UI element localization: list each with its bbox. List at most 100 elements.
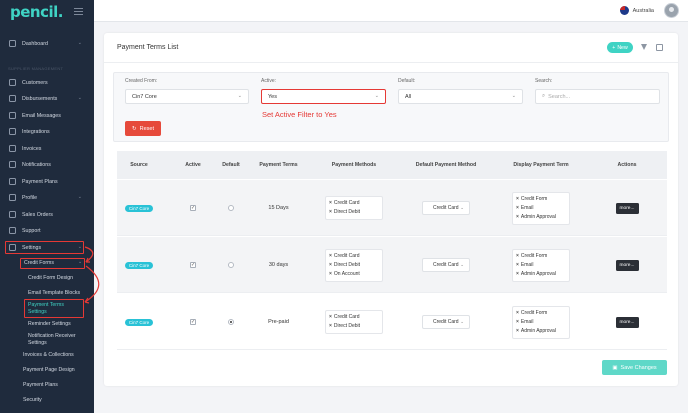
default-method-select[interactable]: Credit Card ⌄ [422, 258, 470, 272]
sidebar-item-support[interactable]: Support [0, 224, 94, 237]
method-tag: × Credit Card [329, 252, 379, 261]
sidebar-item-sales-orders[interactable]: Sales Orders [0, 208, 94, 221]
remove-tag-icon[interactable]: × [329, 314, 332, 320]
col-active: Active [185, 161, 201, 168]
col-display-payment-term: Display Payment Term [513, 161, 569, 168]
sidebar-item-label: Disbursements [22, 95, 58, 102]
default-select[interactable]: All ⌄ [398, 89, 523, 104]
sidebar-item-notification-receiver-settings[interactable]: Notification Receiver Settings [28, 333, 76, 346]
default-radio[interactable] [228, 319, 234, 325]
sidebar-item-label: Dashboard [22, 40, 48, 47]
filter-icon[interactable] [641, 44, 647, 50]
remove-tag-icon[interactable]: × [516, 261, 519, 268]
remove-tag-icon[interactable]: × [329, 209, 332, 215]
app-logo[interactable]: pencil. [10, 3, 63, 21]
remove-tag-icon[interactable]: × [329, 261, 332, 268]
default-method-select[interactable]: Credit Card ⌄ [422, 201, 470, 215]
active-checkbox[interactable]: ✓ [190, 319, 196, 325]
sidebar-item-customers[interactable]: Customers [0, 76, 94, 89]
sidebar-item-settings[interactable]: Settings ⌄ [0, 241, 94, 254]
table-row: Cin7 Core ✓ 15 Days × Credit Card × Direct… [117, 180, 667, 236]
sidebar-item-payment-plans-2[interactable]: Payment Plans [23, 382, 58, 388]
display-tag: × Email [516, 204, 566, 213]
sidebar-item-security[interactable]: Security [23, 397, 42, 403]
remove-tag-icon[interactable]: × [516, 204, 519, 211]
default-method-cell: Credit Card ⌄ [411, 237, 481, 293]
source-badge: Cin7 Core [124, 204, 154, 212]
display-tag: × Credit Form [516, 252, 566, 261]
more-button[interactable]: more... [615, 316, 639, 328]
display-term-tags[interactable]: × Credit Form × Email × Admin Approval [512, 248, 570, 282]
country-label: Australia [632, 7, 654, 14]
remove-tag-icon[interactable]: × [329, 323, 332, 329]
payment-icon [9, 178, 16, 185]
active-cell: ✓ [175, 237, 211, 293]
sidebar-item-disbursements[interactable]: Disbursements ⌄ [0, 92, 94, 105]
remove-tag-icon[interactable]: × [516, 318, 519, 325]
tag-label: Credit Card [333, 252, 360, 259]
created-from-select[interactable]: Cin7 Core ⌄ [125, 89, 249, 104]
actions-cell: more... [597, 237, 657, 293]
tag-label: Direct Debit [333, 323, 361, 329]
more-button[interactable]: more... [615, 259, 639, 271]
sidebar-item-invoices[interactable]: Invoices [0, 142, 94, 155]
active-checkbox[interactable]: ✓ [190, 262, 196, 268]
save-changes-label: Save Changes [620, 364, 657, 371]
chevron-down-icon: ⌄ [511, 93, 516, 99]
remove-tag-icon[interactable]: × [516, 213, 519, 220]
methods-cell: × Credit Card × Direct Debit × On Account [313, 237, 395, 293]
sidebar-item-payment-page-design[interactable]: Payment Page Design [23, 367, 75, 373]
sidebar-item-notifications[interactable]: Notifications [0, 158, 94, 171]
sidebar-item-credit-forms[interactable]: Credit Forms [24, 260, 54, 266]
country-selector[interactable]: Australia [619, 6, 654, 15]
chevron-down-icon: ⌄ [77, 194, 82, 200]
remove-tag-icon[interactable]: × [516, 309, 519, 316]
invoice-icon [9, 145, 16, 152]
remove-tag-icon[interactable]: × [329, 252, 332, 259]
tag-label: On Account [333, 270, 360, 277]
sidebar-item-credit-form-design[interactable]: Credit Form Design [28, 275, 73, 281]
export-icon[interactable] [656, 44, 663, 51]
sidebar-item-email-messages[interactable]: Email Messages [0, 109, 94, 122]
sidebar-item-payment-terms-settings[interactable]: Payment Terms Settings [28, 302, 64, 315]
search-input[interactable]: ⌕ Search... [535, 89, 660, 104]
more-button[interactable]: more... [615, 202, 639, 214]
display-term-tags[interactable]: × Credit Form × Email × Admin Approval [512, 305, 570, 339]
default-radio[interactable] [228, 205, 234, 211]
source-badge: Cin7 Core [124, 318, 154, 326]
default-method-cell: Credit Card ⌄ [411, 294, 481, 350]
sidebar-item-invoices-collections[interactable]: Invoices & Collections [23, 352, 74, 358]
save-changes-button[interactable]: ▣ Save Changes [602, 360, 667, 375]
remove-tag-icon[interactable]: × [516, 252, 519, 259]
sidebar-item-payment-plans[interactable]: Payment Plans [0, 175, 94, 188]
sidebar-item-integrations[interactable]: Integrations [0, 125, 94, 138]
new-button[interactable]: + New [607, 42, 633, 53]
remove-tag-icon[interactable]: × [329, 200, 332, 206]
active-select[interactable]: Yes ⌄ [261, 89, 386, 104]
method-tag: × Direct Debit [329, 261, 379, 270]
sidebar-item-dashboard[interactable]: Dashboard ⌄ [0, 37, 94, 50]
display-term-tags[interactable]: × Credit Form × Email × Admin Approval [512, 191, 570, 225]
reset-button[interactable]: ↻ Reset [125, 121, 161, 136]
display-tag: × Admin Approval [516, 327, 566, 336]
payment-methods-tags[interactable]: × Credit Card × Direct Debit × On Account [325, 248, 383, 282]
default-radio[interactable] [228, 262, 234, 268]
divider [104, 62, 678, 63]
remove-tag-icon[interactable]: × [516, 327, 519, 334]
sidebar-item-reminder-settings[interactable]: Reminder Settings [28, 321, 71, 327]
col-source: Source [130, 161, 148, 168]
remove-tag-icon[interactable]: × [516, 270, 519, 277]
active-checkbox[interactable]: ✓ [190, 205, 196, 211]
methods-cell: × Credit Card × Direct Debit [313, 294, 395, 350]
remove-tag-icon[interactable]: × [516, 195, 519, 202]
default-cell [213, 180, 249, 236]
payment-methods-tags[interactable]: × Credit Card × Direct Debit [325, 310, 383, 334]
default-method-select[interactable]: Credit Card ⌄ [422, 315, 470, 329]
terms-cell: Pre-paid [268, 319, 289, 325]
hamburger-menu-icon[interactable] [74, 8, 83, 17]
sidebar-item-email-template-blocks[interactable]: Email Template Blocks [28, 290, 81, 296]
remove-tag-icon[interactable]: × [329, 270, 332, 277]
sidebar-item-profile[interactable]: Profile ⌄ [0, 191, 94, 204]
avatar[interactable] [664, 3, 679, 18]
payment-methods-tags[interactable]: × Credit Card × Direct Debit [325, 196, 383, 220]
